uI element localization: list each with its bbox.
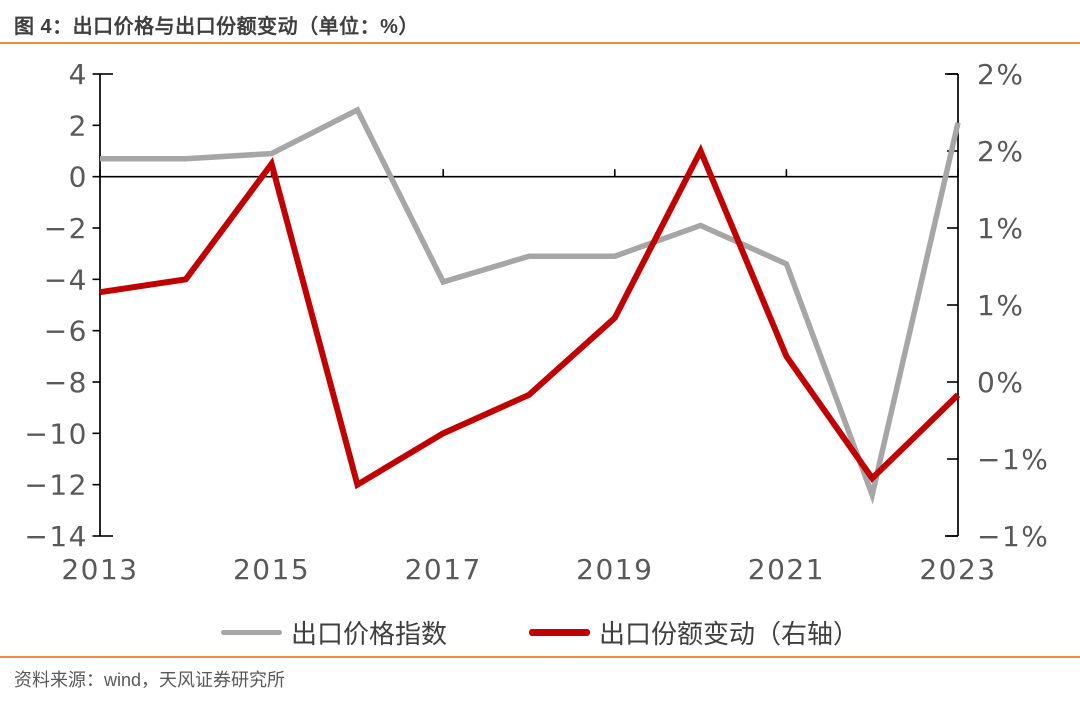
footer-divider [0,656,1080,658]
y-left-tick-label: −10 [24,417,88,450]
y-left-tick-label: 2 [69,109,88,142]
legend-swatch-gray-line [220,629,282,635]
y-left-tick-label: −14 [24,520,88,553]
x-tick-label: 2023 [919,553,996,586]
y-left-tick-label: −4 [44,263,88,296]
x-tick-label: 2013 [61,553,138,586]
series-line-export-share-change [99,143,961,490]
chart-legend: 出口价格指数 出口份额变动（右轴） [0,612,1080,652]
chart-title: 图 4：出口价格与出口份额变动（单位：%） [14,16,419,38]
y-right-tick-label: 0% [977,366,1024,399]
y-right-tick-label: 2% [977,135,1024,168]
y-left-tick-label: 0 [69,161,88,194]
y-left-tick-label: −8 [44,366,88,399]
y-right-tick-label: 2% [977,58,1024,91]
legend-item-export-price-index: 出口价格指数 [220,614,447,651]
x-tick-label: 2021 [748,553,825,586]
x-tick-label: 2019 [576,553,653,586]
title-divider [0,42,1080,44]
y-left-tick-label: 4 [69,58,88,91]
y-left-tick-label: −2 [44,212,88,245]
legend-label-export-price-index: 出口价格指数 [290,619,447,649]
legend-item-export-share-change: 出口份额变动（右轴） [529,614,859,651]
y-left-tick-label: −6 [44,315,88,348]
y-right-tick-label: 1% [977,289,1024,322]
x-tick-label: 2017 [405,553,482,586]
legend-swatch-red-line [529,628,590,636]
y-right-tick-label: −1% [977,443,1049,476]
y-right-tick-label: 1% [977,212,1024,245]
y-right-tick-label: −1% [977,520,1049,553]
x-tick-label: 2015 [233,553,310,586]
legend-label-export-share-change: 出口份额变动（右轴） [599,619,860,649]
y-left-tick-label: −12 [24,469,88,502]
source-note: 资料来源：wind，天风证券研究所 [14,670,286,690]
series-line-export-price-index [100,106,961,505]
